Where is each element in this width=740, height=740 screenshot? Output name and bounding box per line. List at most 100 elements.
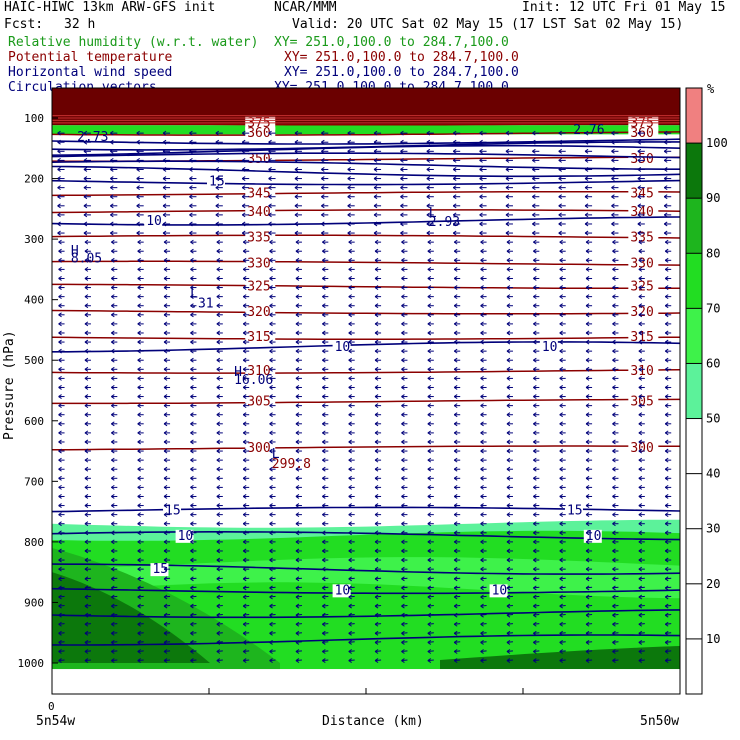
wind-vector-head xyxy=(638,312,643,318)
wind-vector-head xyxy=(452,167,457,172)
wind-vector-head xyxy=(532,139,536,145)
wind-vector-head xyxy=(585,512,590,518)
wind-vector-head xyxy=(663,194,668,200)
wind-vector-head xyxy=(190,412,194,418)
wind-vector-head xyxy=(480,658,484,663)
wind-vector-head xyxy=(58,494,62,499)
wind-vector-head xyxy=(295,430,300,436)
wind-vector-head xyxy=(612,630,616,636)
theta-label-bg xyxy=(628,205,659,219)
wind-vector-head xyxy=(612,457,616,463)
wind-vector-head xyxy=(163,448,168,454)
wind-vector-head xyxy=(216,457,221,463)
wind-vector-head xyxy=(83,185,88,191)
wind-vector-head xyxy=(533,494,537,499)
wind-vector-head xyxy=(190,257,194,263)
wind-vector-head xyxy=(374,448,379,454)
wind-vector-head xyxy=(506,612,511,618)
wind-vector-head xyxy=(559,266,563,272)
wind-vector-head xyxy=(480,239,484,245)
wind-vector-head xyxy=(585,539,590,545)
wind-vector-head xyxy=(401,548,405,554)
wind-vector-head xyxy=(533,321,537,327)
wind-vector-head xyxy=(533,330,537,336)
wind-vector-head xyxy=(189,185,193,191)
wind-vector-head xyxy=(479,176,483,181)
wind-label-bg xyxy=(564,504,583,518)
wind-vector-head xyxy=(190,475,194,481)
wind-vector-head xyxy=(241,157,246,163)
wind-vector-head xyxy=(479,185,483,191)
wind-vector-head xyxy=(348,439,352,445)
wind-vector-head xyxy=(84,457,89,463)
wind-vector-head xyxy=(58,266,62,272)
wind-vector-head xyxy=(189,203,193,209)
wind-vector-head xyxy=(348,421,352,427)
wind-vector-head xyxy=(111,294,115,300)
wind-vector-head xyxy=(294,230,299,236)
wind-vector-head xyxy=(216,348,221,354)
wind-vector-head xyxy=(427,594,432,600)
wind-vector-head xyxy=(533,257,537,263)
wind-vector-head xyxy=(137,312,141,318)
wind-vector-head xyxy=(506,512,511,518)
wind-vector-head xyxy=(480,439,484,445)
wind-vector-head xyxy=(585,294,590,300)
wind-vector-head xyxy=(584,167,589,172)
wind-vector-head xyxy=(533,603,537,609)
wind-vector-head xyxy=(58,357,62,363)
wind-vector-head xyxy=(638,394,643,399)
wind-vector-head xyxy=(58,421,62,427)
wind-vector-head xyxy=(401,276,405,281)
wind-vector-head xyxy=(136,157,140,163)
wind-vector-head xyxy=(136,130,140,136)
wind-vector-head xyxy=(269,294,273,300)
wind-vector-head xyxy=(215,167,220,172)
wind-vector-head xyxy=(137,248,141,254)
wind-vector-head xyxy=(163,639,168,645)
wind-vector-head xyxy=(453,475,458,481)
wind-vector-head xyxy=(58,594,62,600)
wind-vector-head xyxy=(162,203,167,209)
wind-vector-head xyxy=(427,484,432,490)
wind-vector-head xyxy=(322,339,326,345)
wind-vector-head xyxy=(348,403,352,409)
wind-vector-head xyxy=(374,430,379,436)
wind-vector-head xyxy=(322,484,326,490)
wind-vector-head xyxy=(347,157,351,163)
wind-vector-head xyxy=(348,257,352,263)
wind-vector-head xyxy=(322,649,326,654)
wind-vector-head xyxy=(506,658,511,663)
wind-vector-head xyxy=(83,221,88,227)
wind-vector-head xyxy=(533,366,537,372)
y-tick-label: 1000 xyxy=(18,657,45,670)
theta-line xyxy=(52,309,680,315)
wind-vector-head xyxy=(268,157,272,163)
wind-vector-head xyxy=(295,475,300,481)
wind-vector-head xyxy=(269,257,273,263)
wind-vector-head xyxy=(322,348,326,354)
wind-vector-head xyxy=(242,394,247,399)
extremum-label: 2.76 xyxy=(573,123,604,138)
wind-vector-head xyxy=(585,585,590,591)
theta-label: 300 xyxy=(630,441,653,456)
theta-label-bg xyxy=(245,305,276,319)
wind-vector-head xyxy=(137,294,141,300)
wind-vector-head xyxy=(401,539,405,545)
wind-vector-head xyxy=(611,185,615,191)
wind-vector-head xyxy=(506,475,511,481)
wind-vector-head xyxy=(216,339,221,345)
wind-vector-head xyxy=(585,239,590,245)
wind-vector-head xyxy=(427,475,432,481)
wind-vector-head xyxy=(612,339,616,345)
wind-vector-head xyxy=(137,394,141,399)
wind-vector-head xyxy=(427,285,432,290)
wind-vector-head xyxy=(559,421,563,427)
wind-contour xyxy=(52,160,680,170)
wind-vector-head xyxy=(427,266,432,272)
wind-vector-head xyxy=(322,658,326,663)
wind-vector-head xyxy=(612,303,616,309)
wind-vector-head xyxy=(637,221,642,227)
wind-vector-head xyxy=(479,212,483,218)
wind-vector-head xyxy=(584,221,589,227)
